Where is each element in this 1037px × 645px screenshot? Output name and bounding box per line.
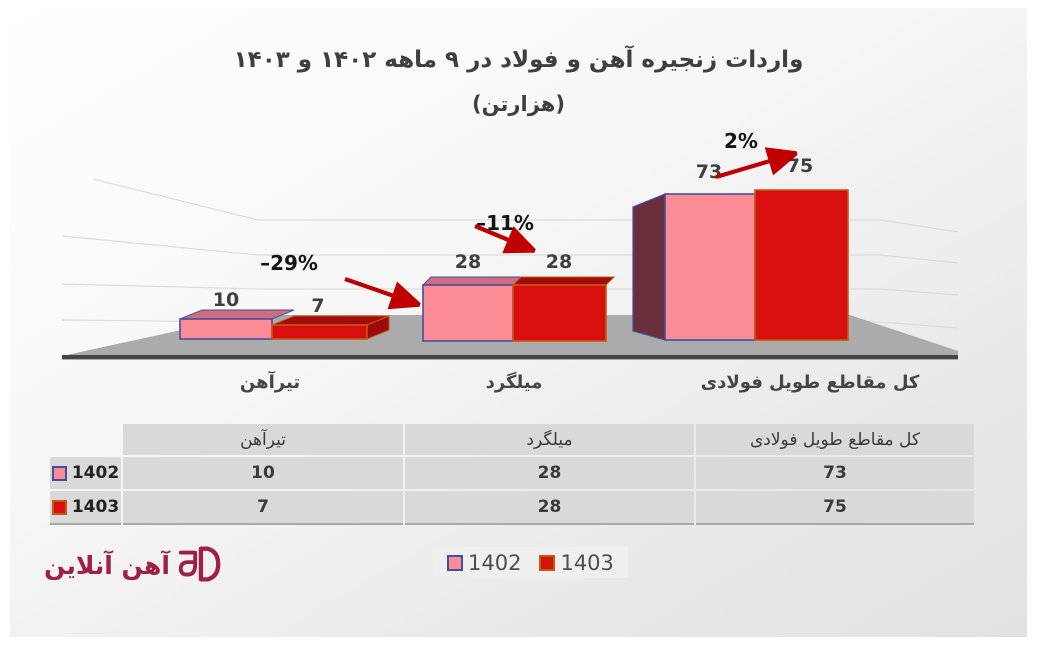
table-row-label: 1403 xyxy=(50,491,121,523)
table-cell: 75 xyxy=(696,491,974,523)
title-block: واردات زنجیره آهن و فولاد در ۹ ماهه ۱۴۰۲… xyxy=(0,46,1037,116)
axis-category-label: تیرآهن xyxy=(239,372,301,393)
table-cell: 73 xyxy=(696,457,974,489)
table-cell: 28 xyxy=(405,457,694,489)
brand-logo: آهن آنلاین xyxy=(44,544,223,586)
table-header-cell: تیرآهن xyxy=(123,424,403,455)
table-row-label-text: 1402 xyxy=(71,463,120,483)
legend-label: 1402 xyxy=(468,550,522,575)
chart-legend: 1402 1403 xyxy=(433,547,628,578)
table-corner-cell xyxy=(50,424,121,455)
legend-swatch-1403 xyxy=(539,554,556,571)
table-row-label-text: 1403 xyxy=(71,497,120,517)
table-cell: 28 xyxy=(405,491,694,523)
legend-swatch-1402 xyxy=(447,554,463,571)
axis-category-label: میلگرد xyxy=(485,372,543,393)
axis-category-label: کل مقاطع طویل فولادی xyxy=(700,372,920,393)
legend-item: 1403 xyxy=(539,550,614,575)
table-header-cell: کل مقاطع طویل فولادی xyxy=(696,424,974,455)
data-table: تیرآهن میلگرد کل مقاطع طویل فولادی 1402 10 28… xyxy=(50,424,974,523)
table-cell: 10 xyxy=(123,457,403,489)
brand-logo-text: آهن آنلاین xyxy=(44,550,170,580)
series-swatch-1402 xyxy=(51,465,67,481)
table-cell: 7 xyxy=(123,491,403,523)
legend-item: 1402 xyxy=(447,551,521,575)
legend-label: 1403 xyxy=(560,550,614,575)
chart-title: واردات زنجیره آهن و فولاد در ۹ ماهه ۱۴۰۲… xyxy=(233,47,804,73)
brand-logo-cube-icon xyxy=(178,546,221,582)
table-row-label: 1402 xyxy=(50,457,121,489)
chart-subtitle: (هزارتن) xyxy=(472,92,565,116)
table-header-cell: میلگرد xyxy=(405,424,694,455)
series-swatch-1403 xyxy=(51,499,67,515)
